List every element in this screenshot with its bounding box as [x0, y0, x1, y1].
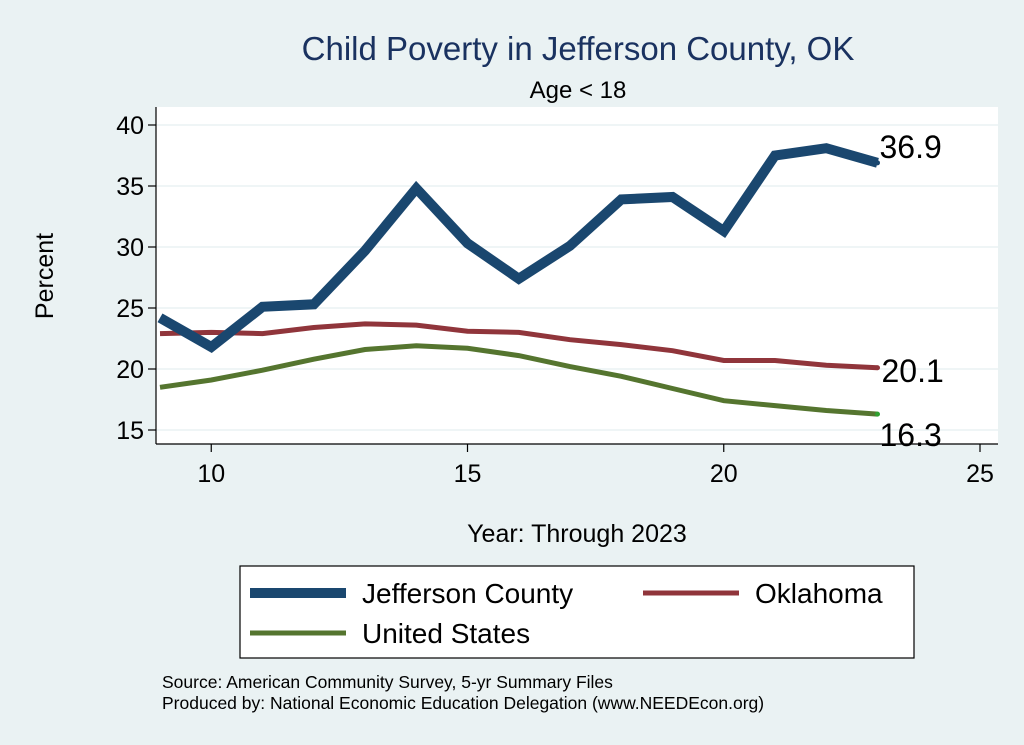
- y-tick-label: 15: [116, 417, 144, 445]
- end-label-oklahoma: 20.1: [882, 353, 944, 389]
- source-line-2: Produced by: National Economic Education…: [162, 693, 764, 713]
- y-axis-label: Percent: [31, 233, 59, 319]
- chart-subtitle: Age < 18: [530, 77, 627, 104]
- legend-label-oklahoma: Oklahoma: [755, 578, 883, 609]
- x-ticks: 10 15 20 25: [197, 444, 994, 488]
- end-label-jefferson-county: 36.9: [880, 129, 942, 165]
- y-tick-label: 40: [116, 112, 144, 140]
- series-end-point: [875, 160, 880, 166]
- legend-label-jefferson-county: Jefferson County: [362, 578, 573, 609]
- series-line-united-states: [159, 343, 878, 417]
- legend-label-united-states: United States: [362, 618, 530, 649]
- x-tick-label: 15: [454, 460, 482, 488]
- y-ticks: 15 20 25 30 35 40: [116, 112, 156, 445]
- y-tick-label: 25: [116, 295, 144, 323]
- series-line-oklahoma: [159, 321, 878, 371]
- source-line-1: Source: American Community Survey, 5-yr …: [162, 672, 613, 692]
- series-end-point: [875, 365, 880, 371]
- series-line-jefferson-county: [157, 143, 879, 354]
- y-tick-label: 35: [116, 173, 144, 201]
- series-group: [157, 143, 880, 417]
- plot-area: [156, 107, 998, 444]
- end-label-united-states: 16.3: [880, 417, 942, 453]
- x-tick-label: 10: [197, 460, 225, 488]
- series-end-point: [875, 411, 880, 417]
- y-tick-label: 30: [116, 234, 144, 262]
- legend: Jefferson County Oklahoma United States: [250, 578, 883, 649]
- x-axis-label: Year: Through 2023: [467, 520, 687, 548]
- x-tick-label: 20: [710, 460, 738, 488]
- end-labels: 36.9 20.1 16.3: [880, 129, 944, 453]
- x-tick-label: 25: [966, 460, 994, 488]
- chart-title: Child Poverty in Jefferson County, OK: [302, 30, 855, 67]
- y-tick-label: 20: [116, 356, 144, 384]
- legend-box: [239, 565, 915, 659]
